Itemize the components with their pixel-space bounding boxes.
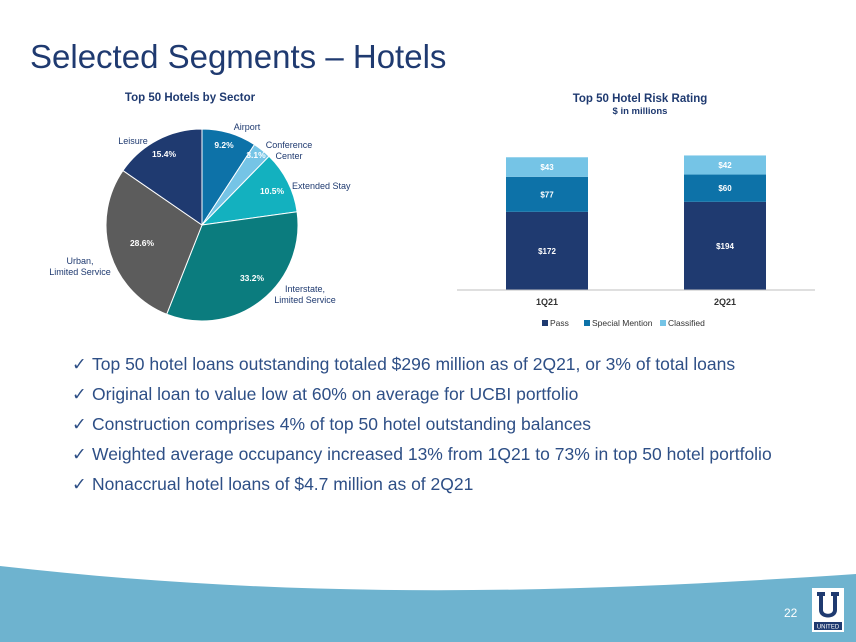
bullet-item: ✓ Construction comprises 4% of top 50 hot…: [72, 414, 792, 435]
bar-value-label: $42: [718, 161, 732, 170]
pie-value-label: 10.5%: [260, 186, 285, 196]
bar-segment: [506, 176, 588, 212]
bullet-item: ✓ Nonaccrual hotel loans of $4.7 million …: [72, 474, 792, 495]
pie-slice: [105, 169, 203, 315]
bar-segment: [684, 155, 766, 175]
pie-category-label: Urban, Limited Service: [49, 256, 111, 277]
legend-swatch: [584, 320, 590, 326]
check-icon: ✓: [72, 384, 87, 404]
pie-category-label: Leisure: [118, 136, 148, 146]
pie-slice: [166, 211, 299, 322]
bar-value-label: $77: [540, 190, 554, 199]
page-number: 22: [784, 606, 798, 620]
check-icon: ✓: [72, 474, 87, 494]
bar-value-label: $194: [716, 242, 734, 251]
pie-value-label: 33.2%: [240, 273, 265, 283]
check-icon: ✓: [72, 414, 87, 434]
pie-value-label: 3.1%: [246, 150, 266, 160]
bar-chart-subtitle: $ in millions: [612, 106, 668, 117]
pie-category-label: Conference Center: [266, 140, 313, 161]
bullet-text: Nonaccrual hotel loans of $4.7 million a…: [92, 474, 474, 494]
bar-segment: [506, 157, 588, 177]
bar-chart-title: Top 50 Hotel Risk Rating: [572, 93, 708, 105]
pie-value-label: 9.2%: [214, 140, 234, 150]
united-logo-icon: UNITED: [812, 588, 844, 632]
bullet-text: Original loan to value low at 60% on ave…: [92, 384, 579, 404]
bullet-item: ✓ Weighted average occupancy increased 13…: [72, 444, 792, 465]
pie-category-label: Interstate, Limited Service: [274, 284, 336, 305]
bar-value-label: $43: [540, 163, 554, 172]
bar-value-label: $60: [718, 184, 732, 193]
pie-category-label: Extended Stay: [292, 181, 351, 191]
bullet-text: Weighted average occupancy increased 13%…: [92, 444, 772, 464]
bar-segment: [684, 201, 766, 290]
bullet-text: Top 50 hotel loans outstanding totaled $…: [92, 354, 736, 374]
bullet-item: ✓ Top 50 hotel loans outstanding totaled …: [72, 354, 792, 375]
pie-category-label: Airport: [234, 122, 261, 132]
page-title: Selected Segments – Hotels: [30, 38, 447, 75]
legend-swatch: [542, 320, 548, 326]
logo-text: UNITED: [817, 625, 840, 631]
bar-value-label: $172: [538, 247, 556, 256]
legend-label: Pass: [550, 318, 569, 328]
bar-segment: [684, 174, 766, 202]
check-icon: ✓: [72, 354, 87, 374]
footer-wave: [0, 566, 856, 642]
bar-segment: [506, 211, 588, 290]
pie-slice: [122, 128, 203, 226]
bullet-text: Construction comprises 4% of top 50 hote…: [92, 414, 592, 434]
pie-chart-title: Top 50 Hotels by Sector: [124, 92, 256, 104]
x-tick-label: 2Q21: [714, 297, 736, 307]
check-icon: ✓: [72, 444, 87, 464]
legend-label: Classified: [668, 318, 705, 328]
pie-value-label: 15.4%: [152, 149, 177, 159]
x-tick-label: 1Q21: [536, 297, 558, 307]
legend-label: Special Mention: [592, 318, 653, 328]
pie-value-label: 28.6%: [130, 238, 155, 248]
legend-swatch: [660, 320, 666, 326]
bullet-item: ✓ Original loan to value low at 60% on av…: [72, 384, 792, 405]
bullet-list: ✓ Top 50 hotel loans outstanding totaled …: [72, 354, 792, 504]
